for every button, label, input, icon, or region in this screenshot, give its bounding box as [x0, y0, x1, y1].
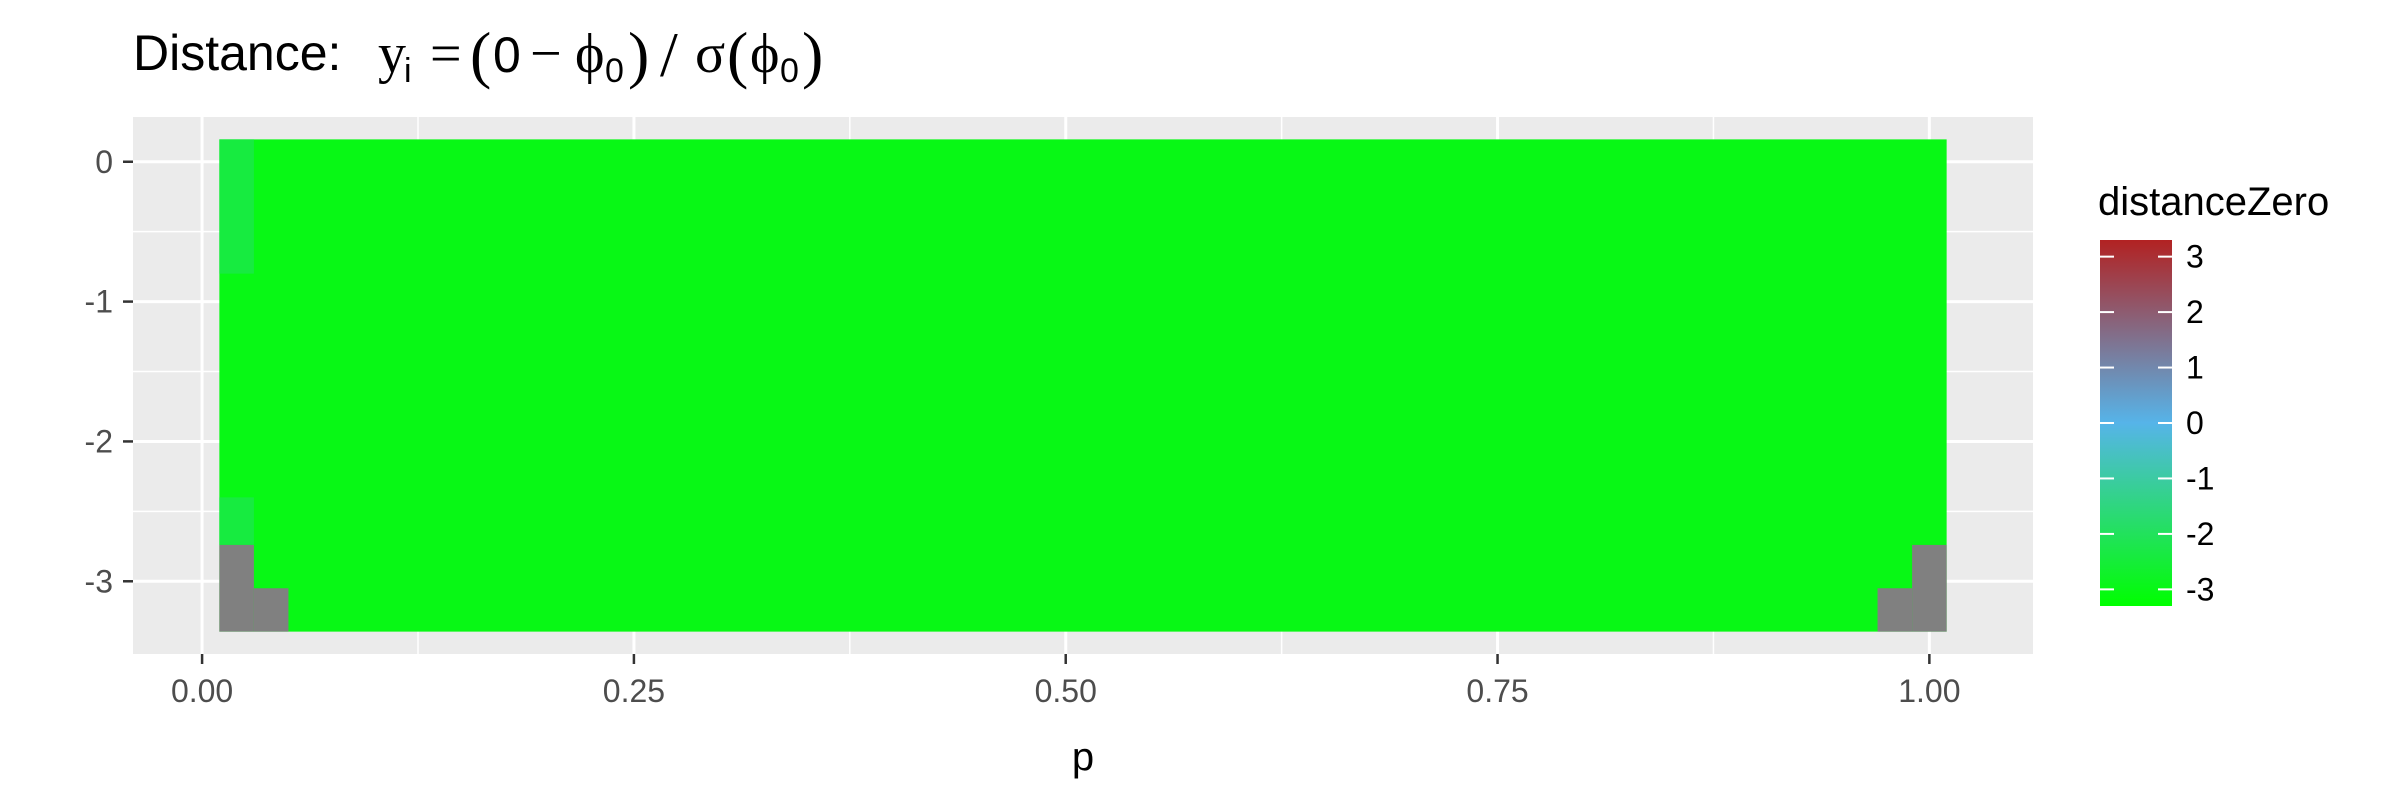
heatmap-cells: [219, 139, 1947, 632]
title-zero: 0: [493, 27, 521, 83]
x-tick-label: 0.00: [171, 673, 233, 709]
legend-tick-label: -3: [2186, 571, 2214, 607]
title-y: y: [378, 23, 406, 85]
title-sigma: σ: [695, 23, 725, 85]
x-tick-label: 0.50: [1035, 673, 1097, 709]
chart-title: Distance: y i = ( 0 − ϕ 0 ) / σ ( ϕ 0 ): [133, 19, 823, 90]
title-close-paren-2: ): [802, 19, 823, 90]
title-phi-subscript: 0: [605, 52, 624, 90]
title-phi-2: ϕ: [750, 23, 779, 85]
y-axis: 0 -1 -2 -3: [85, 144, 133, 599]
y-tick-label: 0: [95, 144, 113, 180]
title-close-paren: ): [628, 19, 649, 90]
color-legend: distanceZero 3 2 1 0 -1 -2 -3: [2098, 180, 2329, 607]
title-prefix: Distance:: [133, 25, 355, 81]
x-axis: 0.00 0.25 0.50 0.75 1.00: [171, 654, 1961, 709]
x-tick-label: 0.25: [603, 673, 665, 709]
heatmap-cell: [219, 497, 254, 545]
heatmap-cell-background: [219, 139, 1947, 632]
legend-tick-label: -2: [2186, 516, 2214, 552]
title-equals: =: [430, 23, 462, 85]
x-axis-title: p: [1072, 735, 1094, 779]
heatmap-cell: [219, 139, 254, 274]
title-open-paren: (: [470, 19, 491, 90]
legend-tick-label: 2: [2186, 294, 2204, 330]
heatmap-cell-na: [1912, 544, 1947, 632]
legend-ticks: 3 2 1 0 -1 -2 -3: [2100, 239, 2214, 607]
title-phi-subscript-2: 0: [780, 52, 799, 90]
legend-tick-label: 3: [2186, 239, 2204, 275]
x-tick-label: 0.75: [1466, 673, 1528, 709]
y-tick-label: -2: [85, 423, 113, 459]
heatmap-cell-na: [1877, 588, 1913, 632]
x-tick-label: 1.00: [1898, 673, 1960, 709]
y-tick-label: -3: [85, 563, 113, 599]
legend-tick-label: -1: [2186, 460, 2214, 496]
legend-tick-label: 0: [2186, 405, 2204, 441]
legend-title: distanceZero: [2098, 180, 2329, 224]
title-minus: −: [530, 23, 562, 85]
title-slash: /: [660, 19, 678, 90]
heatmap-cell-na: [253, 588, 289, 632]
title-y-subscript: i: [404, 52, 412, 90]
title-open-paren-2: (: [727, 19, 748, 90]
y-tick-label: -1: [85, 284, 113, 320]
legend-tick-label: 1: [2186, 350, 2204, 386]
title-phi: ϕ: [575, 23, 604, 85]
heatmap-cell-na: [219, 544, 254, 632]
